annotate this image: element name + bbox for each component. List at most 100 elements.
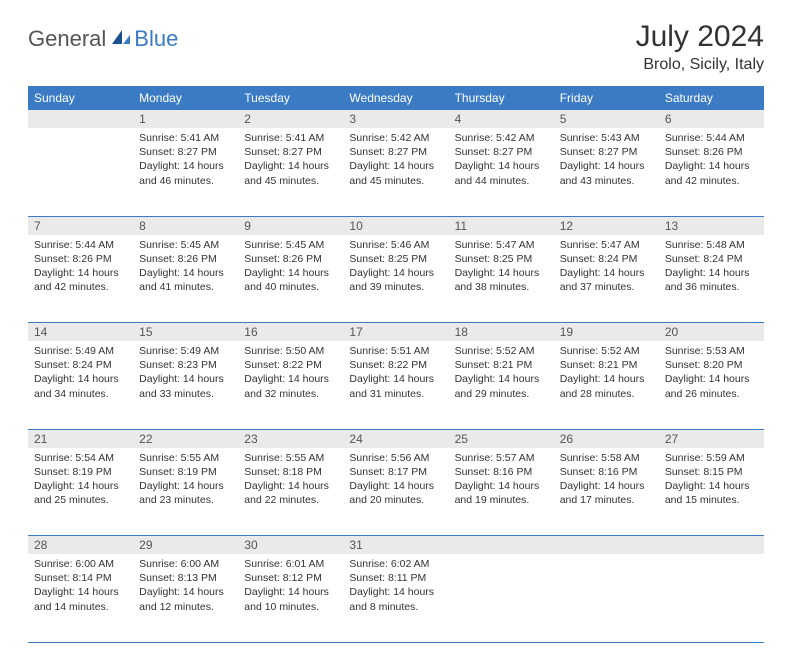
day-content-row: Sunrise: 5:41 AM Sunset: 8:27 PM Daylight:… <box>28 128 764 216</box>
day-details: Sunrise: 5:45 AMSunset: 8:26 PMDaylight:… <box>238 235 343 301</box>
day-cell: Sunrise: 5:49 AMSunset: 8:23 PMDaylight:… <box>133 341 238 429</box>
day-cell: Sunrise: 5:43 AMSunset: 8:27 PMDaylight:… <box>554 128 659 216</box>
logo-text-blue: Blue <box>134 26 178 52</box>
day-details: Sunrise: 5:47 AMSunset: 8:25 PMDaylight:… <box>449 235 554 301</box>
page-header: General Blue July 2024 Brolo, Sicily, It… <box>28 20 764 74</box>
day-number <box>28 110 133 128</box>
day-number: 13 <box>659 217 764 235</box>
daylight1-text: Daylight: 14 hours <box>455 266 548 280</box>
day-content-row: Sunrise: 5:54 AMSunset: 8:19 PMDaylight:… <box>28 448 764 536</box>
sunset-text: Sunset: 8:26 PM <box>139 252 232 266</box>
sunset-text: Sunset: 8:25 PM <box>349 252 442 266</box>
sunrise-text: Sunrise: 5:47 AM <box>560 238 653 252</box>
sunset-text: Sunset: 8:19 PM <box>139 465 232 479</box>
day-cell <box>659 554 764 642</box>
day-number-row: 14151617181920 <box>28 323 764 342</box>
day-cell: Sunrise: 5:42 AMSunset: 8:27 PMDaylight:… <box>343 128 448 216</box>
logo: General Blue <box>28 26 178 52</box>
logo-text-general: General <box>28 26 106 52</box>
day-number-row: 123456 <box>28 110 764 128</box>
day-details: Sunrise: 6:02 AMSunset: 8:11 PMDaylight:… <box>343 554 448 620</box>
day-details: Sunrise: 5:59 AMSunset: 8:15 PMDaylight:… <box>659 448 764 514</box>
day-cell: Sunrise: 5:52 AMSunset: 8:21 PMDaylight:… <box>449 341 554 429</box>
daylight1-text: Daylight: 14 hours <box>455 159 548 173</box>
day-details: Sunrise: 5:52 AMSunset: 8:21 PMDaylight:… <box>554 341 659 407</box>
day-number-cell: 23 <box>238 429 343 448</box>
daylight1-text: Daylight: 14 hours <box>244 479 337 493</box>
location: Brolo, Sicily, Italy <box>636 56 764 74</box>
daylight2-text: and 45 minutes. <box>349 174 442 188</box>
day-number-cell: 10 <box>343 216 448 235</box>
daylight2-text: and 31 minutes. <box>349 387 442 401</box>
day-number-cell: 21 <box>28 429 133 448</box>
sunrise-text: Sunrise: 5:44 AM <box>665 131 758 145</box>
day-number: 21 <box>28 430 133 448</box>
daylight2-text: and 39 minutes. <box>349 280 442 294</box>
sunset-text: Sunset: 8:16 PM <box>560 465 653 479</box>
daylight1-text: Daylight: 14 hours <box>665 266 758 280</box>
daylight1-text: Daylight: 14 hours <box>349 585 442 599</box>
day-number-cell: 29 <box>133 536 238 555</box>
sunrise-text: Sunrise: 5:59 AM <box>665 451 758 465</box>
day-details: Sunrise: 5:43 AMSunset: 8:27 PMDaylight:… <box>554 128 659 194</box>
day-number-cell <box>449 536 554 555</box>
daylight1-text: Daylight: 14 hours <box>665 159 758 173</box>
day-number-cell: 6 <box>659 110 764 128</box>
day-number: 23 <box>238 430 343 448</box>
daylight1-text: Daylight: 14 hours <box>349 159 442 173</box>
day-number: 14 <box>28 323 133 341</box>
day-number-cell: 9 <box>238 216 343 235</box>
sunrise-text: Sunrise: 5:55 AM <box>139 451 232 465</box>
col-saturday: Saturday <box>659 86 764 110</box>
day-details: Sunrise: 5:53 AMSunset: 8:20 PMDaylight:… <box>659 341 764 407</box>
day-cell: Sunrise: 5:44 AMSunset: 8:26 PMDaylight:… <box>659 128 764 216</box>
day-cell: Sunrise: 5:42 AMSunset: 8:27 PMDaylight:… <box>449 128 554 216</box>
col-thursday: Thursday <box>449 86 554 110</box>
day-cell: Sunrise: 5:55 AMSunset: 8:18 PMDaylight:… <box>238 448 343 536</box>
daylight2-text: and 42 minutes. <box>665 174 758 188</box>
day-number <box>659 536 764 554</box>
month-title: July 2024 <box>636 20 764 54</box>
sunrise-text: Sunrise: 5:42 AM <box>455 131 548 145</box>
daylight1-text: Daylight: 14 hours <box>560 266 653 280</box>
sunset-text: Sunset: 8:17 PM <box>349 465 442 479</box>
sunset-text: Sunset: 8:19 PM <box>34 465 127 479</box>
sunrise-text: Sunrise: 5:52 AM <box>455 344 548 358</box>
day-cell <box>449 554 554 642</box>
day-number-cell <box>554 536 659 555</box>
day-details: Sunrise: 5:49 AMSunset: 8:24 PMDaylight:… <box>28 341 133 407</box>
day-number-cell: 27 <box>659 429 764 448</box>
day-number-row: 28293031 <box>28 536 764 555</box>
day-number: 28 <box>28 536 133 554</box>
day-number-cell: 19 <box>554 323 659 342</box>
day-number: 25 <box>449 430 554 448</box>
sunrise-text: Sunrise: 5:43 AM <box>560 131 653 145</box>
daylight2-text: and 25 minutes. <box>34 493 127 507</box>
daylight1-text: Daylight: 14 hours <box>455 479 548 493</box>
daylight2-text: and 19 minutes. <box>455 493 548 507</box>
day-details: Sunrise: 5:45 AMSunset: 8:26 PMDaylight:… <box>133 235 238 301</box>
sunset-text: Sunset: 8:15 PM <box>665 465 758 479</box>
day-number: 17 <box>343 323 448 341</box>
daylight2-text: and 44 minutes. <box>455 174 548 188</box>
day-details: Sunrise: 6:00 AMSunset: 8:14 PMDaylight:… <box>28 554 133 620</box>
day-details: Sunrise: 6:00 AMSunset: 8:13 PMDaylight:… <box>133 554 238 620</box>
sunset-text: Sunset: 8:24 PM <box>34 358 127 372</box>
day-number-cell: 11 <box>449 216 554 235</box>
sunrise-text: Sunrise: 5:41 AM <box>139 131 232 145</box>
day-number: 20 <box>659 323 764 341</box>
sunset-text: Sunset: 8:13 PM <box>139 571 232 585</box>
day-number-cell: 24 <box>343 429 448 448</box>
sunrise-text: Sunrise: 5:46 AM <box>349 238 442 252</box>
daylight1-text: Daylight: 14 hours <box>244 372 337 386</box>
daylight1-text: Daylight: 14 hours <box>139 266 232 280</box>
day-details: Sunrise: 5:48 AMSunset: 8:24 PMDaylight:… <box>659 235 764 301</box>
daylight2-text: and 23 minutes. <box>139 493 232 507</box>
daylight2-text: and 22 minutes. <box>244 493 337 507</box>
day-number-cell: 28 <box>28 536 133 555</box>
sunset-text: Sunset: 8:27 PM <box>560 145 653 159</box>
day-details: Sunrise: 5:42 AMSunset: 8:27 PMDaylight:… <box>449 128 554 194</box>
sunrise-text: Sunrise: 5:45 AM <box>244 238 337 252</box>
sunset-text: Sunset: 8:26 PM <box>34 252 127 266</box>
daylight2-text: and 28 minutes. <box>560 387 653 401</box>
